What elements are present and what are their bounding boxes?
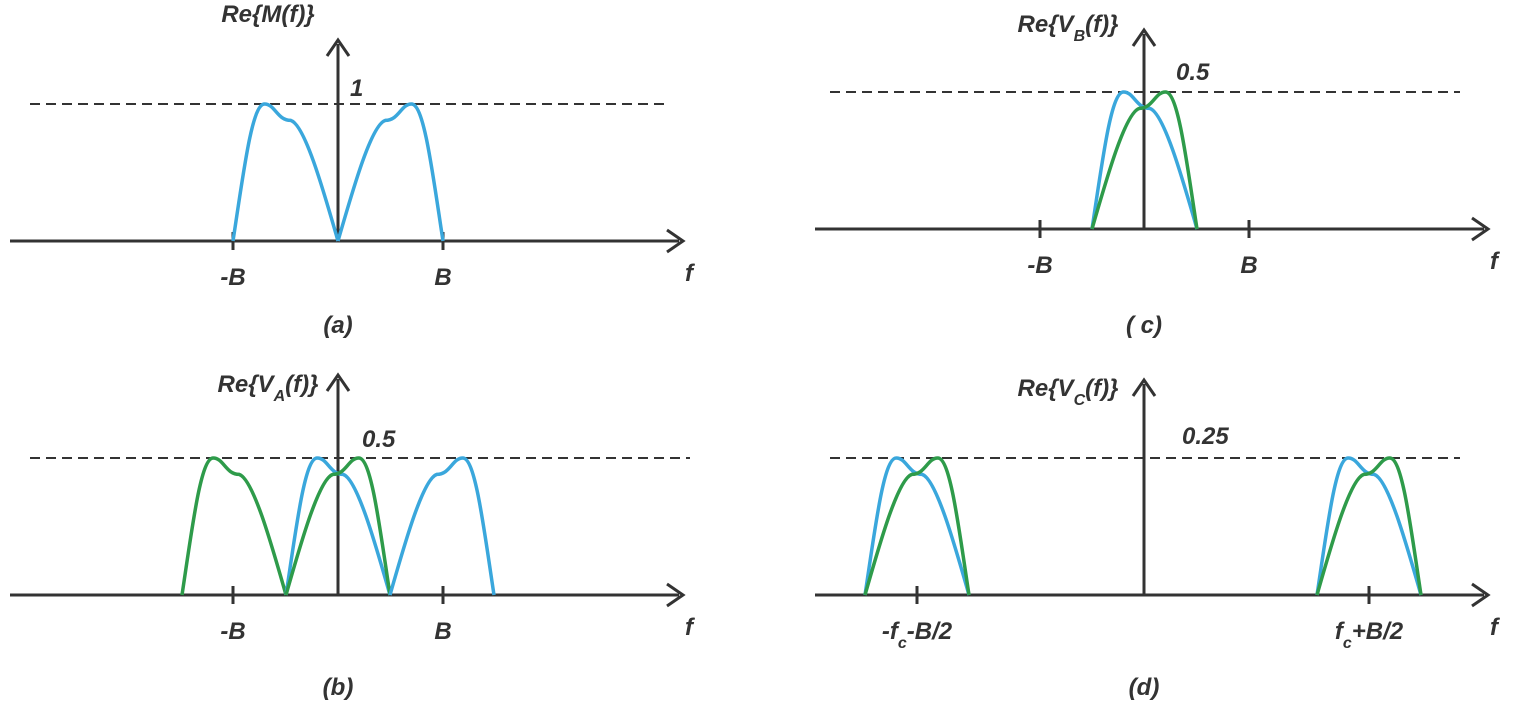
spectrum-curve xyxy=(863,456,971,596)
spectrum-curve xyxy=(1090,90,1199,230)
tick-label-part: c xyxy=(898,635,907,652)
y-label-part: (f)} xyxy=(285,371,318,398)
tick-label-part: -B xyxy=(1027,252,1052,279)
tick-label-part: -B/2 xyxy=(907,618,953,645)
tick-label: -fc-B/2 xyxy=(882,618,953,652)
tick-label: B xyxy=(1240,252,1257,279)
x-label: f xyxy=(1490,614,1500,641)
x-arrow xyxy=(1471,216,1491,242)
y-label-part: B xyxy=(1074,28,1086,45)
tick-label: -B xyxy=(220,264,245,291)
x-arrow xyxy=(666,582,686,608)
y-label-part: A xyxy=(273,388,286,405)
y-label-part: Re{V xyxy=(218,371,276,398)
tick-label-part: c xyxy=(1343,635,1352,652)
tick-label: -B xyxy=(220,618,245,645)
tick-label: fc+B/2 xyxy=(1335,618,1404,652)
spectrum-curve xyxy=(231,102,340,242)
tick-label-part: +B/2 xyxy=(1352,618,1404,645)
tick-label-part: -B xyxy=(220,618,245,645)
tick-label: B xyxy=(434,264,451,291)
spectrum-curve xyxy=(863,456,971,596)
y-label: Re{VB(f)} xyxy=(1018,11,1119,45)
x-label: f xyxy=(1490,248,1500,275)
x-arrow xyxy=(666,228,686,254)
tick-label-part: f xyxy=(1335,618,1345,645)
tick-label-part: B xyxy=(434,264,451,291)
caption: (a) xyxy=(323,312,352,339)
spectrum-curve xyxy=(1315,456,1423,596)
y-label-part: Re{M(f)} xyxy=(221,1,314,28)
x-label: f xyxy=(685,260,695,287)
y-label: Re{M(f)} xyxy=(221,1,314,28)
level-label: 0.25 xyxy=(1182,423,1229,450)
y-label-part: Re{V xyxy=(1018,11,1076,38)
y-label-part: (f)} xyxy=(1085,11,1118,38)
spectrum-curve xyxy=(388,456,496,596)
y-label: Re{VA(f)} xyxy=(218,371,319,405)
y-arrow xyxy=(1131,27,1157,47)
level-label: 0.5 xyxy=(362,426,396,453)
spectrum-curve xyxy=(1315,456,1423,596)
tick-label: B xyxy=(434,618,451,645)
y-arrow xyxy=(1131,377,1157,397)
y-label-part: Re{V xyxy=(1018,375,1076,402)
caption: (b) xyxy=(323,674,354,701)
y-label: Re{VC(f)} xyxy=(1018,375,1119,409)
level-label: 1 xyxy=(350,75,363,102)
y-arrow xyxy=(325,372,351,392)
spectrum-curve xyxy=(336,102,445,242)
level-label: 0.5 xyxy=(1176,59,1210,86)
y-label-part: C xyxy=(1074,392,1086,409)
spectrum-curve xyxy=(284,456,392,596)
tick-label-part: -f xyxy=(882,618,900,645)
spectrum-curve xyxy=(1090,90,1199,230)
x-label: f xyxy=(685,614,695,641)
caption: (d) xyxy=(1129,674,1160,701)
y-label-part: (f)} xyxy=(1085,375,1118,402)
spectrum-curve xyxy=(284,456,392,596)
tick-label: -B xyxy=(1027,252,1052,279)
tick-label-part: -B xyxy=(220,264,245,291)
tick-label-part: B xyxy=(434,618,451,645)
caption: ( c) xyxy=(1126,312,1162,339)
spectrum-curve xyxy=(180,456,288,596)
tick-label-part: B xyxy=(1240,252,1257,279)
y-arrow xyxy=(325,37,351,57)
x-arrow xyxy=(1471,582,1491,608)
